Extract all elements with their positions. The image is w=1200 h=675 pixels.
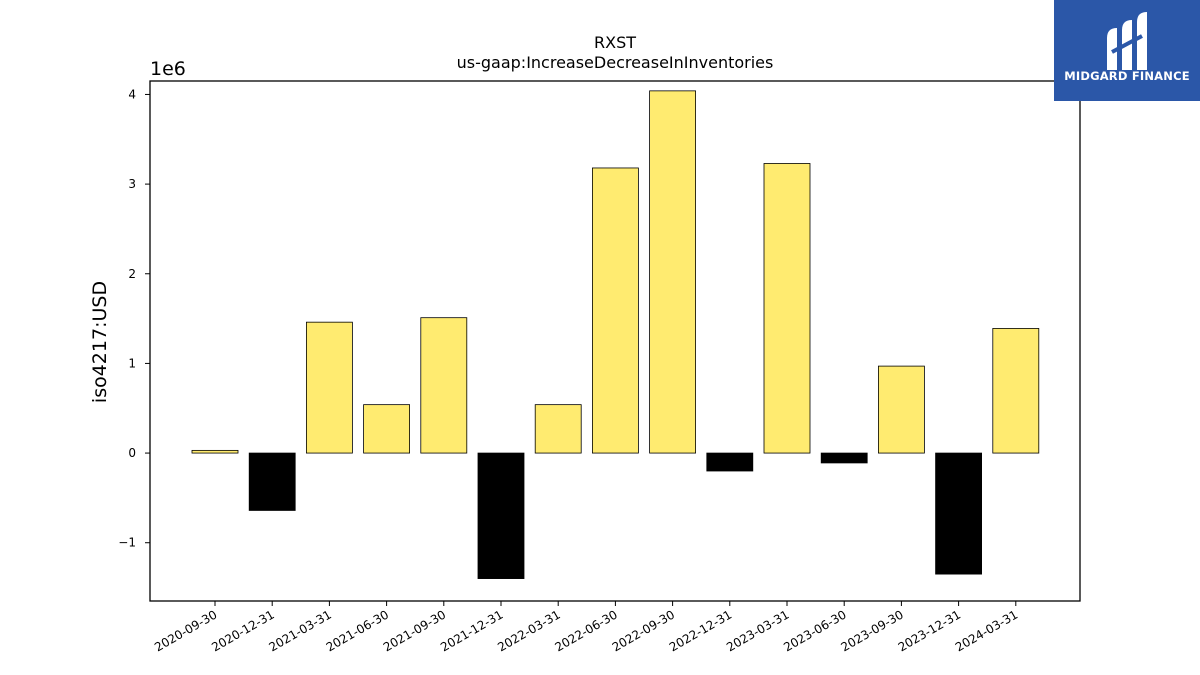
x-tick-label: 2021-12-31 <box>438 607 505 654</box>
x-tick-label: 2023-03-31 <box>724 607 791 654</box>
x-axis-ticks: 2020-09-302020-12-312021-03-312021-06-30… <box>152 601 1020 654</box>
y-tick-label: 1 <box>128 356 136 370</box>
brand-logo: MIDGARD FINANCE <box>1054 0 1200 101</box>
x-tick-label: 2020-12-31 <box>209 607 276 654</box>
x-tick-label: 2022-03-31 <box>495 607 562 654</box>
x-tick-label: 2024-03-31 <box>953 607 1020 654</box>
bar-2023-09-30 <box>878 365 925 454</box>
x-tick-label: 2021-06-30 <box>324 607 391 654</box>
bar-2024-03-31 <box>992 328 1040 454</box>
x-tick-label: 2023-09-30 <box>838 607 905 654</box>
x-tick-label: 2020-09-30 <box>152 607 219 654</box>
logo-text: MIDGARD FINANCE <box>1064 69 1190 83</box>
x-tick-label: 2023-12-31 <box>896 607 963 654</box>
x-tick-label: 2022-09-30 <box>610 607 677 654</box>
bar-2023-12-31 <box>935 452 982 575</box>
bars-group <box>191 90 1040 579</box>
midgard-logo-icon <box>1107 12 1147 70</box>
y-tick-label: 2 <box>128 267 136 281</box>
bar-2020-12-31 <box>248 452 296 511</box>
x-tick-label: 2021-03-31 <box>266 607 333 654</box>
y-tick-label: 4 <box>128 87 136 101</box>
x-tick-label: 2021-09-30 <box>381 607 448 654</box>
y-tick-label: −1 <box>118 536 136 550</box>
y-scale-label: 1e6 <box>150 58 186 80</box>
bar-2022-03-31 <box>534 404 582 454</box>
x-tick-label: 2023-06-30 <box>781 607 848 654</box>
x-tick-label: 2022-06-30 <box>552 607 619 654</box>
bar-2022-06-30 <box>592 167 639 454</box>
bar-2021-06-30 <box>363 404 411 454</box>
chart-subtitle: us-gaap:IncreaseDecreaseInInventories <box>457 53 774 72</box>
bar-2021-03-31 <box>305 321 353 454</box>
y-tick-label: 0 <box>128 446 136 460</box>
bar-2023-06-30 <box>820 452 868 464</box>
bar-2021-09-30 <box>420 317 468 454</box>
chart-title: RXST <box>594 33 636 52</box>
bar-2021-12-31 <box>477 452 525 579</box>
y-axis-ticks: −1 0 1 2 3 4 <box>118 87 150 550</box>
y-axis-label: iso4217:USD <box>89 281 111 403</box>
bar-2020-09-30 <box>191 449 239 454</box>
bar-2022-09-30 <box>649 90 696 454</box>
x-tick-label: 2022-12-31 <box>667 607 734 654</box>
bar-2023-03-31 <box>763 163 811 454</box>
bar-2022-12-31 <box>706 452 754 472</box>
plot-frame <box>149 80 1081 602</box>
y-tick-label: 3 <box>128 177 136 191</box>
